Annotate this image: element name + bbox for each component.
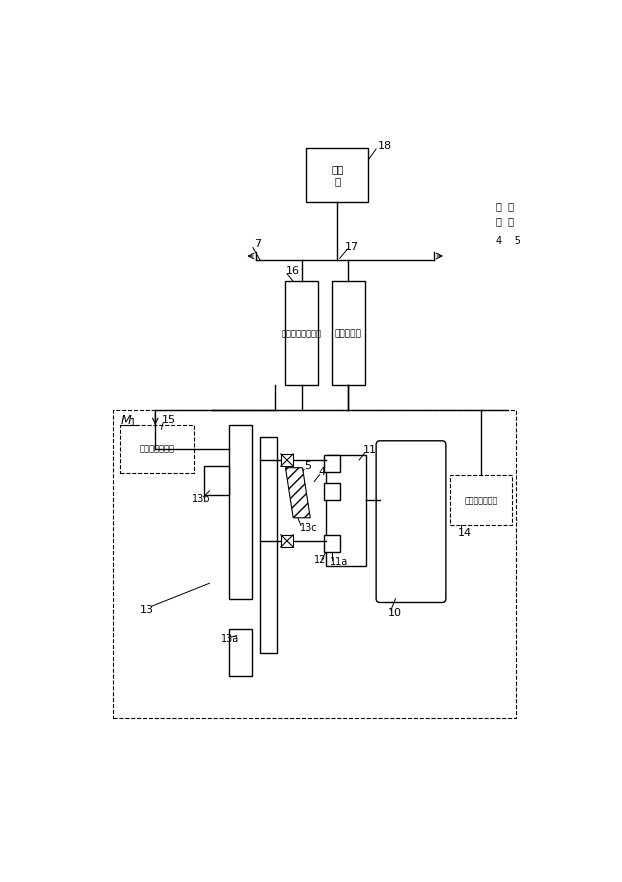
- Text: 11: 11: [363, 445, 377, 455]
- Text: 14: 14: [458, 528, 471, 538]
- Text: 5: 5: [304, 461, 311, 471]
- Bar: [113, 410, 516, 718]
- Bar: [229, 630, 252, 676]
- Text: 10: 10: [388, 608, 402, 617]
- Text: 11a: 11a: [330, 557, 348, 567]
- Polygon shape: [285, 467, 310, 518]
- Bar: [285, 281, 318, 385]
- Text: 4: 4: [318, 467, 325, 476]
- Bar: [307, 148, 368, 202]
- FancyBboxPatch shape: [376, 441, 446, 602]
- Text: 16: 16: [285, 266, 299, 276]
- Text: 補  井: 補 井: [496, 216, 514, 227]
- Bar: [281, 454, 293, 467]
- Text: 通信
部: 通信 部: [331, 164, 343, 186]
- Bar: [324, 534, 340, 551]
- Text: 4    5: 4 5: [496, 235, 521, 245]
- Text: 補  図: 補 図: [496, 201, 514, 211]
- Text: 13a: 13a: [221, 633, 239, 644]
- Bar: [204, 467, 229, 496]
- Text: 1: 1: [131, 418, 137, 428]
- Text: 15: 15: [162, 415, 175, 425]
- Bar: [260, 437, 277, 653]
- Text: 印刷データ記憶部: 印刷データ記憶部: [282, 329, 322, 338]
- Text: 18: 18: [378, 141, 392, 151]
- Bar: [324, 454, 340, 472]
- Bar: [324, 483, 340, 500]
- Text: M: M: [121, 414, 131, 427]
- Text: 13c: 13c: [300, 523, 318, 533]
- Bar: [121, 425, 194, 473]
- Bar: [450, 475, 512, 526]
- Text: 印刷制御部: 印刷制御部: [335, 329, 361, 338]
- Text: 7: 7: [254, 239, 262, 250]
- Bar: [326, 454, 366, 566]
- Bar: [229, 425, 252, 599]
- Bar: [281, 534, 293, 547]
- Text: 12: 12: [314, 555, 327, 565]
- Text: スキージ駆動部: スキージ駆動部: [140, 445, 175, 453]
- Text: 17: 17: [345, 242, 360, 251]
- Bar: [332, 281, 364, 385]
- Text: 13: 13: [140, 605, 154, 615]
- Text: 13b: 13b: [192, 494, 211, 504]
- Text: テーブル駆動部: テーブル駆動部: [464, 496, 498, 505]
